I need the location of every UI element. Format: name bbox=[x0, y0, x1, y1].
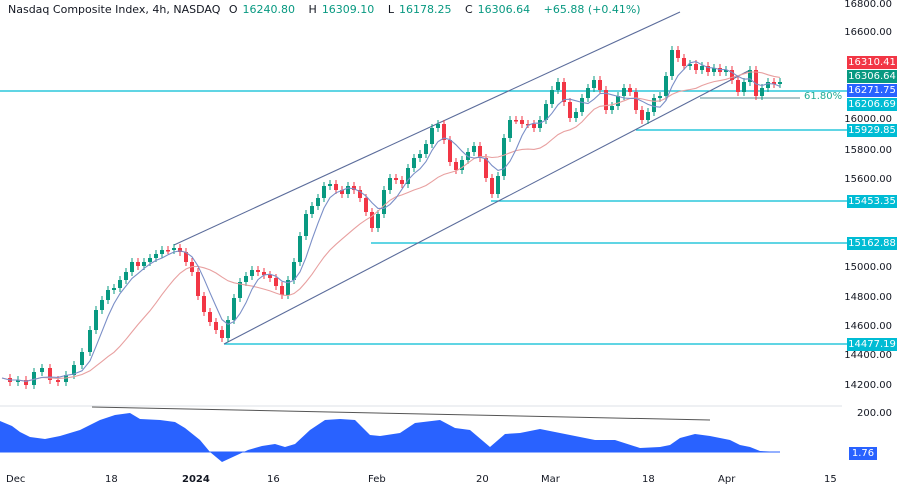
time-tick: Dec bbox=[6, 474, 26, 485]
price-tick: 15000.00 bbox=[844, 262, 892, 273]
fast-moving-average bbox=[1, 61, 781, 382]
price-tick: 16600.00 bbox=[844, 27, 892, 38]
price-tick: 16800.00 bbox=[844, 0, 892, 10]
fib-label: 61.80% bbox=[804, 91, 843, 102]
price-tag-last: 16306.64 bbox=[847, 70, 897, 83]
time-tick: 20 bbox=[476, 474, 489, 485]
price-tag-support: 15162.88 bbox=[847, 237, 897, 250]
price-tag-support: 15453.35 bbox=[847, 195, 897, 208]
ascending-channel bbox=[173, 11, 751, 345]
candlesticks bbox=[8, 46, 782, 389]
price-change: +65.88 (+0.41%) bbox=[543, 3, 641, 16]
time-tick: Apr bbox=[718, 474, 736, 485]
symbol-title: Nasdaq Composite Index, 4h, NASDAQ bbox=[8, 3, 221, 16]
price-tag-level: 16271.75 bbox=[847, 84, 897, 97]
price-tick: 16000.00 bbox=[844, 114, 892, 125]
time-tick: 18 bbox=[105, 474, 118, 485]
price-tag-support: 14477.19 bbox=[847, 338, 897, 351]
chart-legend: Nasdaq Composite Index, 4h, NASDAQ O 1624… bbox=[8, 3, 646, 16]
price-tag-fib: 16206.69 bbox=[847, 98, 897, 111]
price-tick: 14600.00 bbox=[844, 321, 892, 332]
time-tick: Mar bbox=[541, 474, 560, 485]
oscillator-value-tag: 1.76 bbox=[849, 447, 877, 460]
horizontal-levels bbox=[0, 90, 847, 345]
price-tick: 14200.00 bbox=[844, 380, 892, 391]
time-tick: 18 bbox=[642, 474, 655, 485]
ohlc-close: C 16306.64 bbox=[464, 3, 531, 16]
ohlc-open: O 16240.80 bbox=[228, 3, 296, 16]
time-tick: 2024 bbox=[182, 474, 210, 485]
price-tag-support: 15929.85 bbox=[847, 124, 897, 137]
price-tick: 14400.00 bbox=[844, 350, 892, 361]
time-tick: Feb bbox=[368, 474, 386, 485]
price-tag-high: 16310.41 bbox=[847, 56, 897, 69]
slow-moving-average bbox=[1, 71, 781, 382]
oscillator-tick: 200.00 bbox=[857, 408, 892, 419]
price-tick: 15600.00 bbox=[844, 174, 892, 185]
ohlc-high: H 16309.10 bbox=[308, 3, 375, 16]
price-tick: 14800.00 bbox=[844, 292, 892, 303]
ohlc-low: L 16178.25 bbox=[387, 3, 452, 16]
oscillator-area bbox=[0, 413, 780, 462]
time-tick: 15 bbox=[824, 474, 837, 485]
oscillator-trendline bbox=[91, 406, 711, 421]
time-tick: 16 bbox=[267, 474, 280, 485]
price-tick: 15800.00 bbox=[844, 145, 892, 156]
